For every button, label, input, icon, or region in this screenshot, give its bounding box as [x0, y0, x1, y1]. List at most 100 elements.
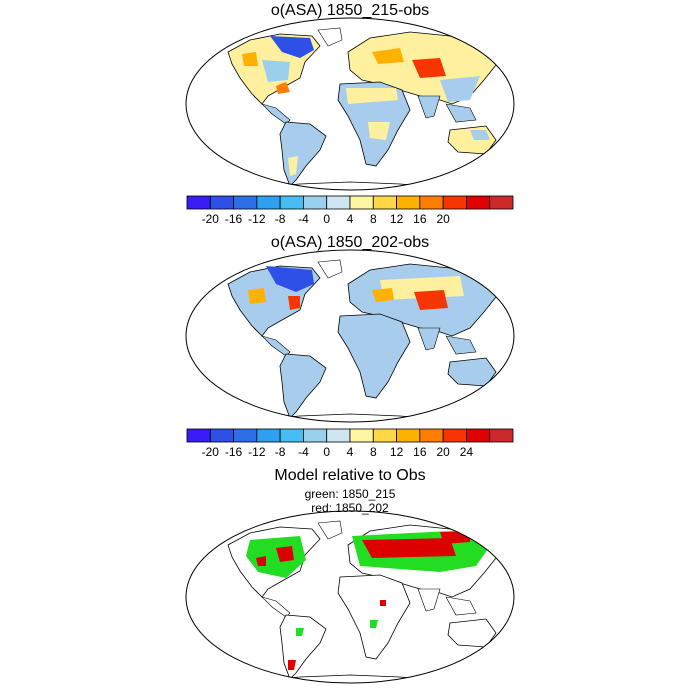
colorbar1-swatch	[419, 195, 444, 210]
map3-globe-outline	[185, 510, 515, 684]
map1-na-lightblue	[262, 60, 290, 82]
colorbar1-swatch	[256, 195, 281, 210]
colorbar2-tick-label: 12	[390, 445, 404, 459]
colorbar1-swatch	[209, 195, 234, 210]
colorbar1-swatch	[303, 195, 328, 210]
colorbar1-swatch	[326, 195, 351, 210]
map3-legend-green: green: 1850_215	[304, 487, 396, 501]
colorbar1-tick-label: -16	[225, 212, 243, 226]
map1-eurasia-lightblue	[440, 76, 480, 102]
colorbar2-tick-label: 24	[460, 445, 474, 459]
colorbar2-tick-label: 4	[347, 445, 354, 459]
colorbar1-swatch	[442, 195, 467, 210]
colorbar1-tick-label: 8	[370, 212, 377, 226]
map2-central-america	[260, 335, 291, 357]
map2-africa	[337, 313, 411, 399]
colorbar2-swatch	[466, 428, 491, 443]
colorbar1-swatch	[186, 195, 211, 210]
map1-na-orange2	[276, 82, 290, 94]
colorbar2-tick-label: -12	[248, 445, 266, 459]
map2-na-orange	[248, 288, 266, 304]
map3-india	[417, 588, 441, 612]
colorbar2-swatch	[326, 428, 351, 443]
map2-asia-orange	[372, 288, 394, 302]
map1-na-orange	[242, 52, 258, 66]
colorbar2-tick-label: 8	[370, 445, 377, 459]
colorbar2-swatch	[303, 428, 328, 443]
map1-australia-blue	[470, 130, 490, 140]
map2-globe-outline	[185, 249, 515, 423]
colorbar2-tick-label: 16	[413, 445, 427, 459]
map1-title: o(ASA) 1850_215-obs	[270, 2, 430, 19]
map2-na-blue	[266, 266, 314, 292]
map3-africa	[337, 574, 411, 660]
map1	[185, 17, 515, 191]
colorbar1: -20 -16 -12 -8 -4 0 4 8 12 16 20	[186, 195, 514, 226]
map2-south-america	[279, 353, 327, 419]
colorbar2-swatch	[489, 428, 514, 443]
colorbar2-swatch	[442, 428, 467, 443]
colorbar2-tick-label: 0	[323, 445, 330, 459]
map3-africa-red	[380, 600, 386, 606]
map1-africa-yellow	[346, 88, 398, 104]
colorbar1-tick-label: -4	[298, 212, 309, 226]
map1-se-asia	[445, 103, 477, 123]
map3-greenland	[317, 520, 343, 540]
map2-na-red	[288, 296, 300, 310]
colorbar2-tick-label: 20	[436, 445, 450, 459]
colorbar1-tick-label: -20	[202, 212, 220, 226]
colorbar2-tick-label: -8	[275, 445, 286, 459]
colorbar2-swatch	[349, 428, 374, 443]
colorbar2-tick-label: -16	[225, 445, 243, 459]
colorbar1-swatch	[233, 195, 258, 210]
map1-south-america	[279, 121, 327, 187]
map3-na-red2	[256, 556, 266, 566]
map3-sa-green	[296, 628, 304, 636]
colorbar1-tick-label: 20	[436, 212, 450, 226]
colorbar2-tick-label: -20	[202, 445, 220, 459]
map1-na-blue	[270, 36, 314, 58]
map1-sa-yellow	[288, 156, 298, 176]
map3-south-america	[279, 614, 327, 680]
colorbar2-swatch	[419, 428, 444, 443]
map1-africa-yellow2	[368, 122, 390, 140]
map2-india	[417, 327, 441, 351]
map3-title: Model relative to Obs	[274, 467, 426, 484]
map3-asia-red2	[440, 532, 470, 544]
map1-greenland	[317, 27, 343, 47]
colorbar1-tick-label: 12	[390, 212, 404, 226]
colorbar1-tick-label: 16	[413, 212, 427, 226]
map1-asia-orange	[372, 48, 404, 64]
colorbar1-swatch	[489, 195, 514, 210]
colorbar2: -20 -16 -12 -8 -4 0 4 8 12 16 20 24	[186, 428, 514, 459]
colorbar2-swatch	[396, 428, 421, 443]
colorbar2-swatch	[279, 428, 304, 443]
map3-se-asia	[445, 596, 477, 616]
map1-central-america	[260, 103, 291, 125]
colorbar1-swatch	[372, 195, 397, 210]
colorbar2-swatch	[372, 428, 397, 443]
map2-se-asia	[445, 335, 477, 355]
map2-asia-red	[414, 290, 448, 310]
map3-sa-red	[288, 660, 296, 670]
colorbar1-swatch	[466, 195, 491, 210]
colorbar2-swatch	[186, 428, 211, 443]
colorbar2-swatch	[209, 428, 234, 443]
map3-africa-green	[370, 620, 378, 628]
colorbar1-swatch	[396, 195, 421, 210]
colorbar2-swatch	[256, 428, 281, 443]
map3-eurasia-red	[362, 538, 456, 558]
colorbar1-tick-label: -12	[248, 212, 266, 226]
map3-na-red	[276, 546, 294, 562]
map3-antarctica	[249, 674, 451, 682]
map3	[185, 510, 515, 684]
colorbar1-swatch	[349, 195, 374, 210]
colorbar1-tick-label: 0	[323, 212, 330, 226]
map1-globe-outline	[185, 17, 515, 191]
colorbar1-swatch	[279, 195, 304, 210]
map3-central-america	[260, 596, 291, 618]
map2-antarctica	[249, 413, 451, 421]
map1-india	[417, 95, 441, 119]
map2-title: o(ASA) 1850_202-obs	[270, 234, 430, 251]
